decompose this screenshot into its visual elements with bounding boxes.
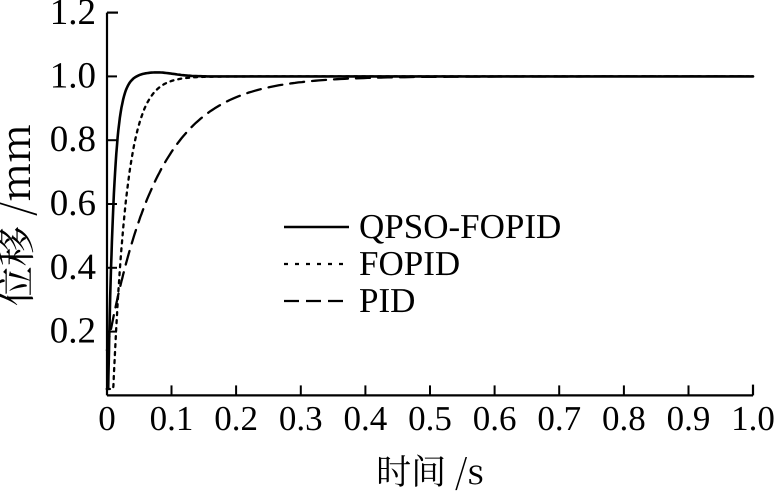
svg-text:0.6: 0.6 [473,399,517,438]
svg-text:0.5: 0.5 [408,399,452,438]
svg-text:0.8: 0.8 [602,399,646,438]
svg-text:0.1: 0.1 [150,399,194,438]
svg-text:0.8: 0.8 [50,119,96,160]
svg-text:0: 0 [98,399,116,438]
svg-text:0.3: 0.3 [279,399,323,438]
svg-text:0.2: 0.2 [50,311,96,352]
svg-text:位移 /mm: 位移 /mm [0,124,42,306]
svg-text:1.0: 1.0 [731,399,775,438]
svg-text:0.4: 0.4 [344,399,388,438]
svg-text:0.4: 0.4 [50,247,96,288]
svg-text:0.2: 0.2 [214,399,258,438]
svg-text:时间 /s: 时间 /s [376,445,484,492]
svg-text:0.6: 0.6 [50,183,96,224]
svg-text:1.2: 1.2 [50,0,96,33]
svg-text:1.0: 1.0 [50,56,96,97]
svg-text:PID: PID [359,281,415,320]
svg-text:FOPID: FOPID [359,244,460,283]
svg-text:QPSO-FOPID: QPSO-FOPID [359,207,561,246]
svg-text:0.9: 0.9 [667,399,711,438]
svg-text:0.7: 0.7 [537,399,581,438]
